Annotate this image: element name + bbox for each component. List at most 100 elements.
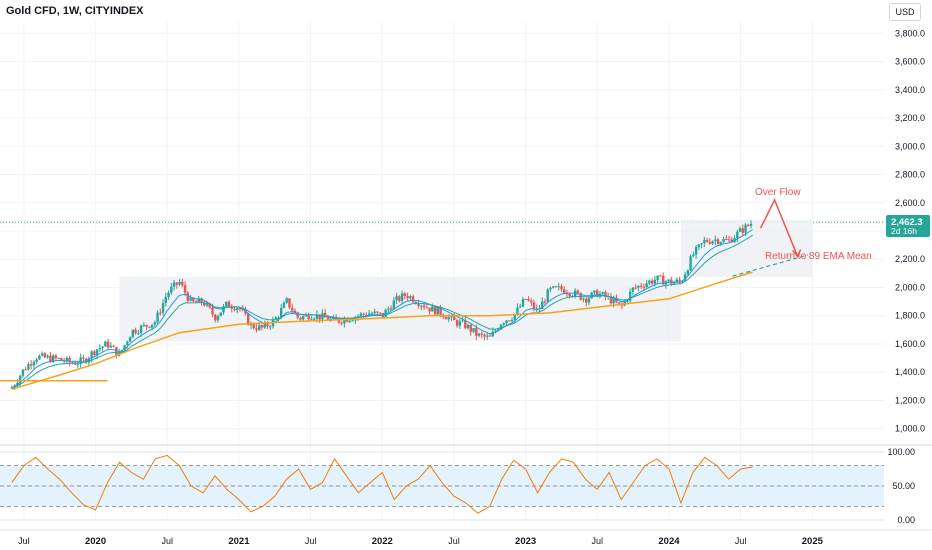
candle-body — [510, 319, 514, 321]
time-tick-label: Jul — [18, 536, 30, 546]
candle-body — [93, 351, 96, 355]
oscillator-line — [11, 454, 753, 514]
candle-body — [258, 325, 261, 330]
candle-body — [269, 326, 272, 328]
candle-body — [516, 307, 519, 315]
candle-body — [126, 341, 129, 346]
candle-body — [260, 325, 264, 328]
candle-body — [227, 301, 231, 308]
candle-body — [170, 286, 173, 293]
candle-body — [477, 333, 481, 336]
candle-body — [453, 315, 456, 321]
candle-body — [505, 320, 508, 324]
osc-tick-label: 0.00 — [897, 515, 915, 525]
candle-body — [318, 314, 321, 320]
time-axis[interactable]: Jul 2020 Jul 2021 Jul 2022 Jul 2023 Jul 2024 Jul 20… — [18, 536, 823, 547]
candle-body — [365, 314, 368, 316]
candle-body — [244, 309, 247, 314]
candle-body — [502, 323, 505, 325]
candle-body — [18, 375, 22, 383]
candle-body — [109, 345, 113, 348]
candle-body — [192, 297, 195, 302]
price-tick-label: 2,800.0 — [895, 170, 925, 180]
candle-body — [76, 363, 80, 365]
candle-body — [194, 301, 198, 303]
candle-body — [68, 357, 71, 363]
candle-body — [128, 336, 132, 342]
time-tick-label: 2020 — [85, 536, 106, 547]
candle-body — [409, 296, 412, 299]
candle-body — [312, 318, 316, 320]
candle-body — [293, 310, 297, 313]
candle-body — [612, 298, 615, 304]
candle-body — [282, 302, 286, 308]
candle-body — [123, 345, 126, 351]
projection-arrow — [759, 198, 799, 257]
candle-body — [49, 355, 52, 362]
candle-body — [106, 341, 110, 348]
candle-body — [422, 305, 426, 308]
candle-body — [727, 239, 731, 241]
candle-body — [667, 279, 670, 282]
currency-button[interactable]: USD — [889, 3, 921, 21]
candle-body — [436, 307, 440, 315]
candle-body — [552, 286, 555, 288]
candle-body — [563, 289, 566, 294]
last-price-value: 2,462.3 — [891, 217, 923, 228]
candle-body — [444, 317, 448, 320]
time-tick-label: 2023 — [515, 536, 536, 547]
candle-body — [458, 321, 461, 326]
candle-body — [285, 298, 288, 303]
osc-tick-label: 100.00 — [887, 447, 915, 457]
candle-body — [678, 279, 681, 282]
candle-body — [554, 286, 558, 288]
candle-body — [304, 314, 308, 317]
candle-body — [670, 279, 673, 284]
candle-body — [238, 308, 242, 310]
candle-body — [167, 292, 170, 297]
candle-body — [744, 224, 747, 233]
candle-body — [725, 238, 728, 240]
candle-body — [307, 314, 310, 320]
candle-body — [131, 329, 135, 337]
candle-body — [197, 298, 200, 303]
candle-body — [568, 293, 571, 297]
time-tick-label: Jul — [592, 536, 604, 546]
candle-body — [150, 324, 154, 328]
candle-body — [425, 307, 429, 309]
candle-body — [340, 322, 343, 324]
candle-body — [700, 243, 703, 245]
price-tick-label: 2,000.0 — [895, 282, 925, 292]
candle-body — [222, 306, 225, 313]
candle-body — [299, 317, 302, 320]
candle-body — [508, 320, 511, 322]
candle-body — [351, 320, 354, 322]
candle-body — [392, 300, 396, 310]
candle-body — [79, 357, 82, 364]
candle-body — [494, 330, 497, 332]
candle-body — [653, 280, 657, 284]
candle-body — [524, 299, 527, 301]
candle-body — [24, 369, 27, 371]
candle-body — [736, 231, 739, 239]
candle-body — [373, 311, 376, 314]
candle-body — [565, 293, 569, 295]
candle-body — [288, 298, 291, 308]
candle-body — [211, 307, 214, 315]
price-tick-label: 3,200.0 — [895, 113, 925, 123]
candle-body — [175, 282, 178, 285]
candle-body — [255, 328, 258, 330]
candle-body — [310, 318, 313, 320]
candle-body — [249, 323, 253, 326]
candle-body — [497, 329, 500, 331]
candle-body — [280, 307, 283, 318]
candle-body — [181, 282, 184, 286]
candle-body — [356, 316, 360, 318]
candle-body — [703, 239, 706, 244]
candle-body — [326, 317, 330, 321]
candle-body — [587, 298, 591, 303]
candle-body — [499, 324, 503, 330]
candle-body — [466, 324, 470, 329]
candle-body — [491, 331, 494, 337]
